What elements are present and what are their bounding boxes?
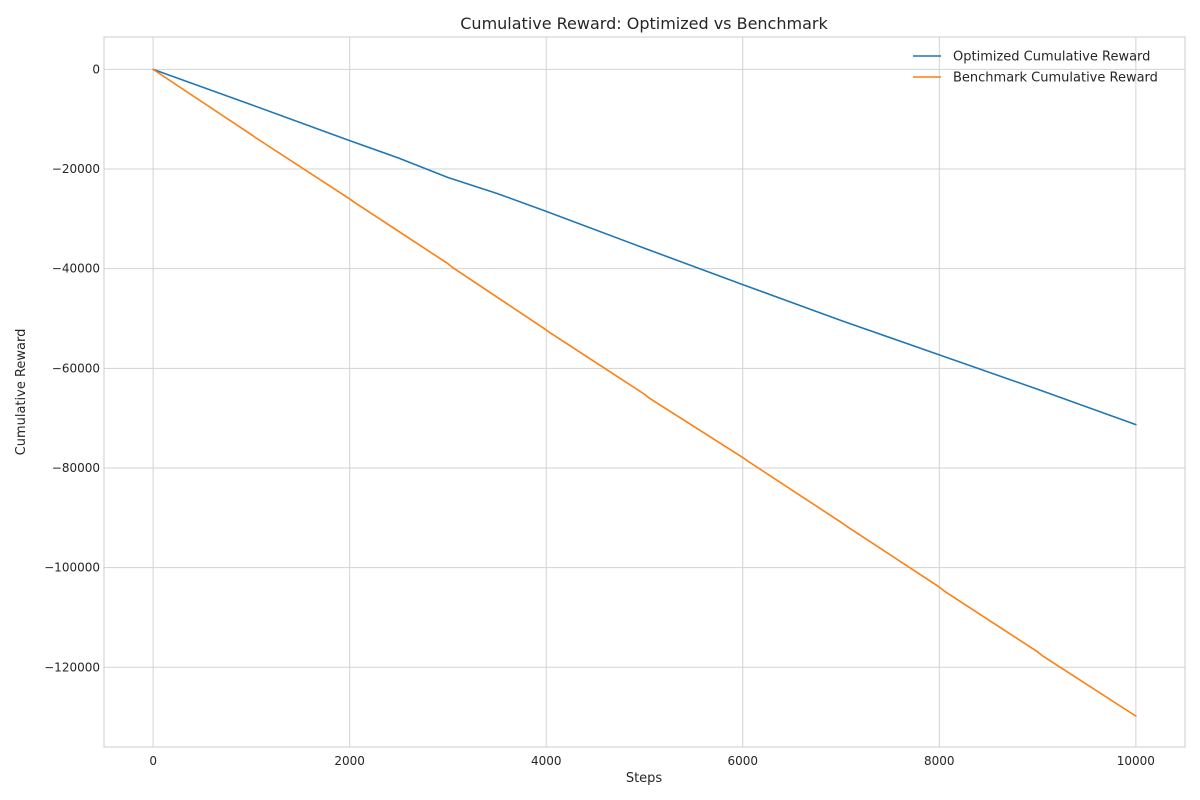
y-tick-label: −40000 [52,262,100,276]
x-tick-label: 0 [149,754,157,768]
legend-label: Optimized Cumulative Reward [953,50,1150,65]
tick-layer: 0 2000 4000 6000 8000 10000 0 −20000 −40000 −6000… [44,62,1155,768]
series-layer [152,68,1137,717]
x-tick-label: 4000 [531,754,562,768]
legend-entry-2: Benchmark Cumulative Reward [913,71,1158,86]
series-line-2 [152,68,1137,717]
x-tick-label: 10000 [1117,754,1155,768]
y-tick-label: 0 [92,62,100,76]
legend: Optimized Cumulative Reward Benchmark Cum… [913,50,1158,86]
chart-title: Cumulative Reward: Optimized vs Benchmar… [460,14,828,33]
y-axis-label: Cumulative Reward [14,329,29,456]
x-axis-label: Steps [626,771,663,786]
legend-entry-1: Optimized Cumulative Reward [913,50,1150,65]
x-tick-label: 8000 [924,754,955,768]
plot-frame [103,36,1186,748]
legend-label: Benchmark Cumulative Reward [953,71,1158,86]
x-tick-label: 2000 [334,754,365,768]
y-tick-label: −80000 [52,461,100,475]
y-tick-label: −100000 [44,561,100,575]
y-tick-label: −20000 [52,162,100,176]
grid-layer [104,37,1185,747]
x-tick-label: 6000 [727,754,758,768]
series-line-1 [152,68,1137,426]
y-tick-label: −120000 [44,660,100,674]
y-tick-label: −60000 [52,361,100,375]
